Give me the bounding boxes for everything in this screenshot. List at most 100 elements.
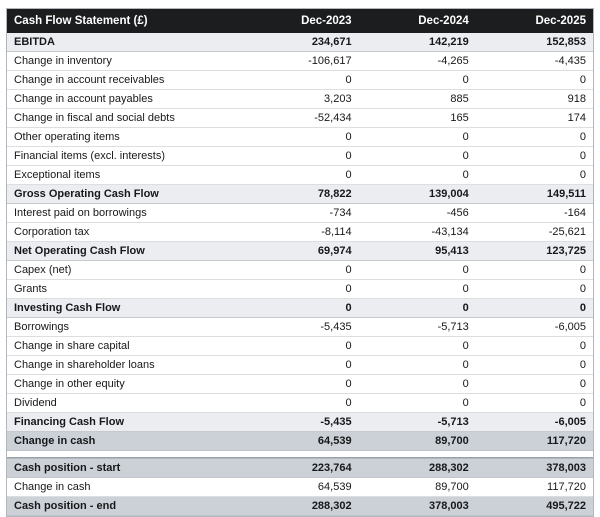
row-value: -106,617: [241, 51, 359, 71]
row-label: Dividend: [7, 393, 242, 413]
row-value: 0: [475, 374, 593, 394]
section-divider: [7, 451, 593, 458]
row-value: 0: [475, 298, 593, 318]
row-value: 234,671: [241, 32, 359, 52]
row-value: 0: [241, 165, 359, 185]
table-title: Cash Flow Statement (£): [7, 9, 242, 33]
page: { "chart_data": { "type": "table", "titl…: [6, 8, 594, 517]
table-row: Change in shareholder loans 0 0 0: [7, 355, 593, 375]
row-value: -6,005: [475, 412, 593, 432]
table-row: Change in other equity 0 0 0: [7, 374, 593, 394]
table-row: EBITDA 234,671 142,219 152,853: [7, 32, 593, 52]
cash-position-summary-table: Cash position - start 223,764 288,302 378,0…: [7, 458, 593, 516]
row-label: Gross Operating Cash Flow: [7, 184, 242, 204]
table-row: Corporation tax -8,114 -43,134 -25,621: [7, 222, 593, 242]
table-row: Cash position - end 288,302 378,003 495,722: [7, 496, 593, 516]
row-label: EBITDA: [7, 32, 242, 52]
row-value: -5,435: [241, 412, 359, 432]
table-row: Change in cash 64,539 89,700 117,720: [7, 431, 593, 451]
row-value: 117,720: [475, 477, 593, 497]
row-label: Change in inventory: [7, 51, 242, 71]
column-header-dec-2023: Dec-2023: [241, 9, 359, 33]
row-value: 378,003: [358, 496, 476, 516]
row-label: Change in cash: [7, 477, 242, 497]
cash-flow-statement-table: Cash Flow Statement (£) Dec-2023 Dec-202…: [6, 8, 594, 517]
row-label: Change in cash: [7, 431, 242, 451]
row-label: Cash position - end: [7, 496, 242, 516]
row-label: Change in shareholder loans: [7, 355, 242, 375]
table-row: Borrowings -5,435 -5,713 -6,005: [7, 317, 593, 337]
row-value: 139,004: [358, 184, 476, 204]
row-value: 64,539: [241, 477, 359, 497]
row-value: 152,853: [475, 32, 593, 52]
row-value: 117,720: [475, 431, 593, 451]
row-label: Change in other equity: [7, 374, 242, 394]
row-value: 0: [241, 336, 359, 356]
row-value: -52,434: [241, 108, 359, 128]
row-value: 378,003: [475, 458, 593, 478]
row-label: Corporation tax: [7, 222, 242, 242]
row-value: 0: [241, 393, 359, 413]
row-label: Change in share capital: [7, 336, 242, 356]
row-label: Other operating items: [7, 127, 242, 147]
row-value: 174: [475, 108, 593, 128]
row-value: 0: [358, 165, 476, 185]
row-label: Borrowings: [7, 317, 242, 337]
row-value: -25,621: [475, 222, 593, 242]
row-value: 0: [241, 127, 359, 147]
row-value: 0: [358, 279, 476, 299]
row-value: 78,822: [241, 184, 359, 204]
row-value: -5,435: [241, 317, 359, 337]
table-row: Financing Cash Flow -5,435 -5,713 -6,005: [7, 412, 593, 432]
row-value: -6,005: [475, 317, 593, 337]
row-value: 288,302: [358, 458, 476, 478]
row-value: 69,974: [241, 241, 359, 261]
row-label: Grants: [7, 279, 242, 299]
row-value: -164: [475, 203, 593, 223]
table-row: Exceptional items 0 0 0: [7, 165, 593, 185]
row-value: 0: [241, 355, 359, 375]
row-value: 0: [358, 260, 476, 280]
row-value: 0: [475, 393, 593, 413]
table-row: Capex (net) 0 0 0: [7, 260, 593, 280]
row-value: 0: [241, 70, 359, 90]
row-value: 0: [475, 146, 593, 166]
row-value: 89,700: [358, 431, 476, 451]
row-value: 0: [241, 146, 359, 166]
row-value: 0: [475, 355, 593, 375]
row-value: 0: [358, 374, 476, 394]
row-value: 0: [475, 336, 593, 356]
row-label: Net Operating Cash Flow: [7, 241, 242, 261]
row-value: 0: [475, 279, 593, 299]
row-value: -4,265: [358, 51, 476, 71]
row-label: Investing Cash Flow: [7, 298, 242, 318]
column-header-dec-2025: Dec-2025: [475, 9, 593, 33]
row-label: Change in account receivables: [7, 70, 242, 90]
table-row: Change in share capital 0 0 0: [7, 336, 593, 356]
row-value: 95,413: [358, 241, 476, 261]
table-row: Other operating items 0 0 0: [7, 127, 593, 147]
table-row: Gross Operating Cash Flow 78,822 139,004 14…: [7, 184, 593, 204]
table-row: Interest paid on borrowings -734 -456 -164: [7, 203, 593, 223]
row-value: -5,713: [358, 412, 476, 432]
row-value: 0: [358, 393, 476, 413]
row-value: 0: [358, 127, 476, 147]
row-value: 0: [241, 279, 359, 299]
table-row: Investing Cash Flow 0 0 0: [7, 298, 593, 318]
row-label: Change in account payables: [7, 89, 242, 109]
table-row: Grants 0 0 0: [7, 279, 593, 299]
row-value: 918: [475, 89, 593, 109]
row-value: 0: [241, 298, 359, 318]
table-row: Dividend 0 0 0: [7, 393, 593, 413]
row-value: 288,302: [241, 496, 359, 516]
row-value: 0: [475, 260, 593, 280]
row-value: 495,722: [475, 496, 593, 516]
row-label: Financial items (excl. interests): [7, 146, 242, 166]
row-value: 885: [358, 89, 476, 109]
row-value: 0: [358, 298, 476, 318]
row-value: 0: [475, 127, 593, 147]
row-value: 0: [241, 374, 359, 394]
row-label: Change in fiscal and social debts: [7, 108, 242, 128]
table-row: Cash position - start 223,764 288,302 378,0…: [7, 458, 593, 478]
row-value: 3,203: [241, 89, 359, 109]
